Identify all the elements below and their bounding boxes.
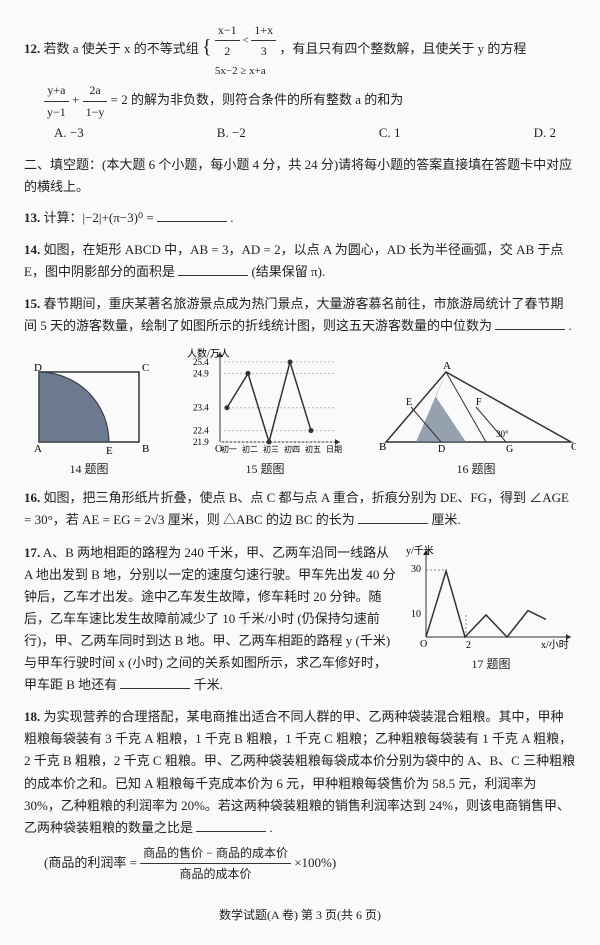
q15-num: 15. xyxy=(24,296,40,311)
svg-text:21.9: 21.9 xyxy=(193,437,209,447)
fig14-box: D C A E B 14 题图 xyxy=(24,357,154,479)
q16-trail: 厘米. xyxy=(431,512,460,527)
lbl-c: C xyxy=(571,441,576,453)
question-12: 12. 若数 a 使关于 x 的不等式组 { x−12 < 1+x3 5x−2 … xyxy=(24,20,576,144)
x2: 2 xyxy=(466,640,471,651)
f2n: 2a xyxy=(83,80,108,101)
opt-c: C. 1 xyxy=(379,122,401,144)
note-n: 商品的售价 − 商品的成本价 xyxy=(140,843,291,864)
q12-text-b: ，有且只有四个整数解，且使关于 y 的方程 xyxy=(279,41,526,56)
note-b: ×100%) xyxy=(294,855,336,870)
sys-line2: 5x−2 ≥ x+a xyxy=(215,62,276,81)
f2d: 1−y xyxy=(83,102,108,122)
q12-eq: = 2 的解为非负数，则符合条件的所有整数 a 的和为 xyxy=(111,92,404,107)
fig15-box: 人数/万人 O 25.424.923.422.421.9初一初二初三初四初五日期… xyxy=(185,347,345,479)
sys-ld: 2 xyxy=(215,41,240,61)
svg-text:23.4: 23.4 xyxy=(193,403,209,413)
q13-trail: . xyxy=(230,210,233,225)
svg-text:初四: 初四 xyxy=(284,444,300,454)
svg-text:初五: 初五 xyxy=(305,444,321,454)
sys-rd: 3 xyxy=(251,41,276,61)
lbl-b: B xyxy=(379,441,386,453)
svg-text:初一: 初一 xyxy=(221,444,237,454)
question-17: y/千米 x/小时 30 10 2 O 17 题图 17. A、B 两地相距的路… xyxy=(24,542,576,697)
plus: + xyxy=(72,92,79,107)
q15-text: 春节期间，重庆某著名旅游景点成为热门景点，大量游客慕名前往，市旅游局统计了春节期… xyxy=(24,296,564,333)
y30: 30 xyxy=(411,564,421,575)
q12-num: 12. xyxy=(24,41,40,56)
fig17-svg: y/千米 x/小时 30 10 2 O xyxy=(406,542,576,652)
svg-text:初二: 初二 xyxy=(242,444,258,454)
lbl-ang: 30° xyxy=(496,429,509,439)
blank xyxy=(120,674,190,689)
fig17-box: y/千米 x/小时 30 10 2 O 17 题图 xyxy=(406,542,576,674)
section-2-header: 二、填空题：(本大题 6 个小题，每小题 4 分，共 24 分)请将每小题的答案… xyxy=(24,154,576,198)
blank xyxy=(495,315,565,330)
q12-text-a: 若数 a 使关于 x 的不等式组 xyxy=(44,41,203,56)
fig17-cap: 17 题图 xyxy=(406,654,576,674)
q17-trail: 千米. xyxy=(194,677,223,692)
fig14-svg: D C A E B xyxy=(24,357,154,457)
sys-op: < xyxy=(242,34,248,46)
fig14-cap: 14 题图 xyxy=(69,459,108,479)
f1n: y+a xyxy=(44,80,69,101)
figure-row: D C A E B 14 题图 人数/万人 O 25.424.923.422.4… xyxy=(24,347,576,479)
question-16: 16. 如图，把三角形纸片折叠，使点 B、点 C 都与点 A 重合，折痕分别为 … xyxy=(24,487,576,531)
blank xyxy=(196,817,266,832)
q13-num: 13. xyxy=(24,210,40,225)
opt-a: A. −3 xyxy=(54,122,84,144)
opt-b: B. −2 xyxy=(217,122,246,144)
blank xyxy=(358,509,428,524)
lbl-g: G xyxy=(506,444,513,455)
q14-trail: (结果保留 π). xyxy=(251,264,325,279)
opt-d: D. 2 xyxy=(534,122,556,144)
x-axis: x/小时 xyxy=(541,639,569,651)
note-a: (商品的利润率 = xyxy=(44,855,140,870)
lbl-d: D xyxy=(34,362,42,374)
sys-r: 1+x xyxy=(251,20,276,41)
q18-num: 18. xyxy=(24,709,40,724)
lbl-b: B xyxy=(142,443,149,455)
blank xyxy=(157,207,227,222)
fig15-cap: 15 题图 xyxy=(245,459,284,479)
q17-num: 17. xyxy=(24,545,40,560)
question-15: 15. 春节期间，重庆某著名旅游景点成为热门景点，大量游客慕名前往，市旅游局统计… xyxy=(24,293,576,337)
lbl-a: A xyxy=(34,443,42,455)
q15-trail: . xyxy=(569,318,572,333)
q16-text: 如图，把三角形纸片折叠，使点 B、点 C 都与点 A 重合，折痕分别为 DE、F… xyxy=(24,490,569,527)
lbl-a: A xyxy=(443,360,451,372)
lbl-e: E xyxy=(406,397,412,408)
question-13: 13. 计算：|−2|+(π−3)⁰ = . xyxy=(24,207,576,229)
q18-trail: . xyxy=(270,820,273,835)
blank xyxy=(178,261,248,276)
svg-text:25.4: 25.4 xyxy=(193,357,209,367)
f1d: y−1 xyxy=(44,102,69,122)
y-axis: y/千米 xyxy=(406,544,434,557)
page-footer: 数学试题(A 卷) 第 3 页(共 6 页) xyxy=(24,905,576,925)
svg-text:24.9: 24.9 xyxy=(193,368,209,378)
y10: 10 xyxy=(411,609,421,620)
note-d: 商品的成本价 xyxy=(140,864,291,884)
q13-text: 计算：|−2|+(π−3)⁰ = xyxy=(44,210,157,225)
lbl-e: E xyxy=(106,445,113,457)
fig16-box: A B C 30° D E G F 16 题图 xyxy=(376,357,576,479)
q14-num: 14. xyxy=(24,242,40,257)
svg-text:初三: 初三 xyxy=(263,444,279,454)
question-14: 14. 如图，在矩形 ABCD 中，AB = 3，AD = 2，以点 A 为圆心… xyxy=(24,239,576,283)
fig15-svg: 人数/万人 O 25.424.923.422.421.9初一初二初三初四初五日期 xyxy=(185,347,345,457)
svg-text:22.4: 22.4 xyxy=(193,426,209,436)
question-18: 18. 为实现营养的合理搭配，某电商推出适合不同人群的甲、乙两种袋装混合粗粮。其… xyxy=(24,706,576,884)
lbl-c: C xyxy=(142,362,149,374)
lbl-d: D xyxy=(438,444,445,455)
q17-text: A、B 两地相距的路程为 240 千米，甲、乙两车沿同一线路从 A 地出发到 B… xyxy=(24,545,396,693)
sys-l: x−1 xyxy=(215,20,240,41)
lbl-f: F xyxy=(476,397,482,408)
fig16-svg: A B C 30° D E G F xyxy=(376,357,576,457)
svg-text:O: O xyxy=(420,639,427,650)
q16-num: 16. xyxy=(24,490,40,505)
q18-text: 为实现营养的合理搭配，某电商推出适合不同人群的甲、乙两种袋装混合粗粮。其中，甲种… xyxy=(24,709,575,834)
svg-text:日期: 日期 xyxy=(326,445,342,454)
fig16-cap: 16 题图 xyxy=(456,459,495,479)
